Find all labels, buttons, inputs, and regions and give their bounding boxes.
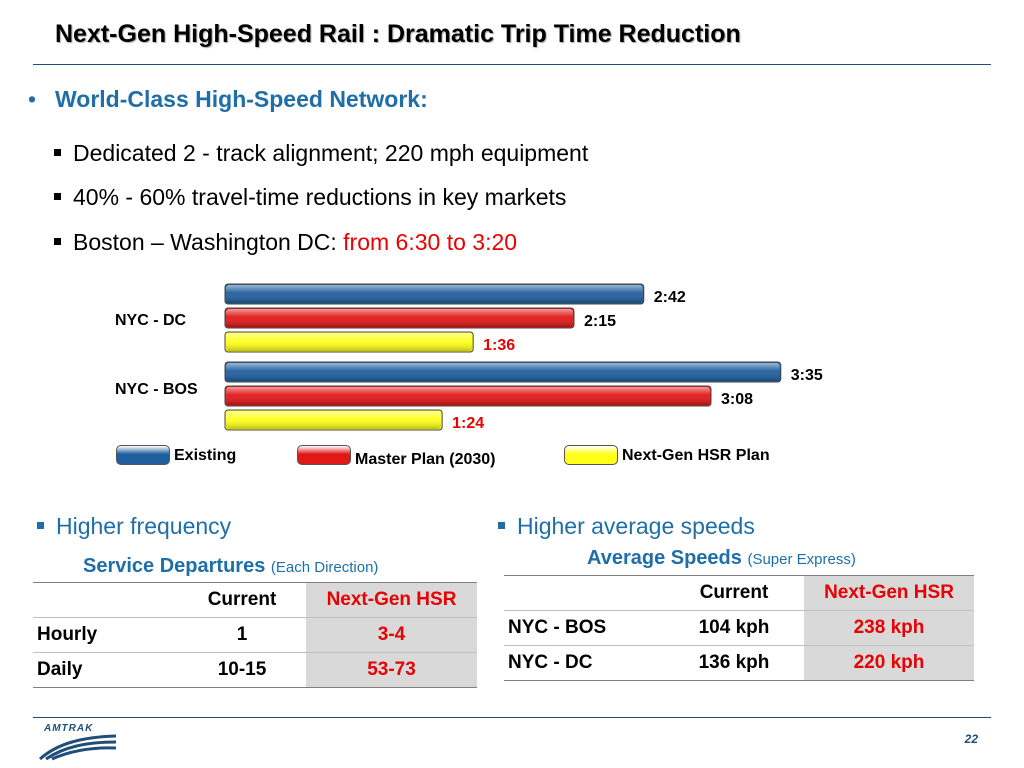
table-row: Daily 10-15 53-73 <box>33 652 477 688</box>
bar-gloss <box>226 309 573 327</box>
bar-value-label: 1:36 <box>483 337 515 354</box>
chart-legend: Existing Master Plan (2030) Next-Gen HSR… <box>0 440 1024 470</box>
table-row: Hourly 1 3-4 <box>33 617 477 653</box>
page-number: 22 <box>964 732 978 746</box>
bar-gloss <box>226 411 442 429</box>
bar-value-label: 3:08 <box>721 391 753 408</box>
bar-gloss <box>226 285 643 303</box>
table-header-row: Current Next-Gen HSR <box>504 575 974 611</box>
table-header-row: Current Next-Gen HSR <box>33 582 477 618</box>
square-bullet-icon <box>37 522 44 530</box>
title-divider <box>33 64 991 65</box>
amtrak-wave-icon <box>39 734 117 761</box>
bullet-alignment: Dedicated 2 - track alignment; 220 mph e… <box>54 140 588 167</box>
bullet-higher-speeds: Higher average speeds <box>498 513 755 540</box>
speeds-table-caption: Average Speeds (Super Express) <box>587 547 856 569</box>
square-bullet-icon <box>54 238 61 246</box>
bar-gloss <box>226 387 710 405</box>
bullet-higher-frequency: Higher frequency <box>37 513 231 540</box>
legend-label-master-plan: Master Plan (2030) <box>355 451 496 468</box>
table-row: NYC - BOS 104 kph 238 kph <box>504 610 974 646</box>
category-label: NYC - BOS <box>115 381 198 398</box>
trip-time-bar-chart: NYC - DC NYC - BOS 2:42 2:15 1:36 3:35 3:08 1:… <box>115 283 823 432</box>
bar-gloss <box>226 363 780 381</box>
category-label: NYC - DC <box>115 312 187 329</box>
legend-label-nextgen: Next-Gen HSR Plan <box>622 447 770 464</box>
section-bullet: • <box>28 86 37 112</box>
section-heading: World-Class High-Speed Network: <box>55 86 428 112</box>
bullet-boston-dc: Boston – Washington DC: from 6:30 to 3:2… <box>54 229 517 256</box>
slide-title: Next-Gen High-Speed Rail : Dramatic Trip… <box>55 20 741 48</box>
legend-swatch-existing <box>116 445 170 465</box>
legend-swatch-master-plan <box>297 445 351 465</box>
bar-gloss <box>226 333 473 351</box>
frequency-table: Current Next-Gen HSR Hourly 1 3-4 Daily … <box>33 582 477 688</box>
square-bullet-icon <box>498 522 505 530</box>
square-bullet-icon <box>54 193 61 201</box>
bar-value-label: 2:15 <box>584 313 616 330</box>
bar-value-label: 3:35 <box>791 367 823 384</box>
bar-value-label: 2:42 <box>654 289 686 306</box>
bar-value-label: 1:24 <box>452 415 484 432</box>
square-bullet-icon <box>54 149 61 157</box>
legend-swatch-nextgen <box>564 445 618 465</box>
legend-label-existing: Existing <box>174 447 237 464</box>
bullet-reductions: 40% - 60% travel-time reductions in key … <box>54 184 566 211</box>
frequency-table-caption: Service Departures (Each Direction) <box>83 555 379 577</box>
speeds-table: Current Next-Gen HSR NYC - BOS 104 kph 2… <box>504 575 974 681</box>
amtrak-logo: AMTRAK <box>44 723 94 734</box>
table-row: NYC - DC 136 kph 220 kph <box>504 645 974 681</box>
footer-divider <box>33 717 991 718</box>
